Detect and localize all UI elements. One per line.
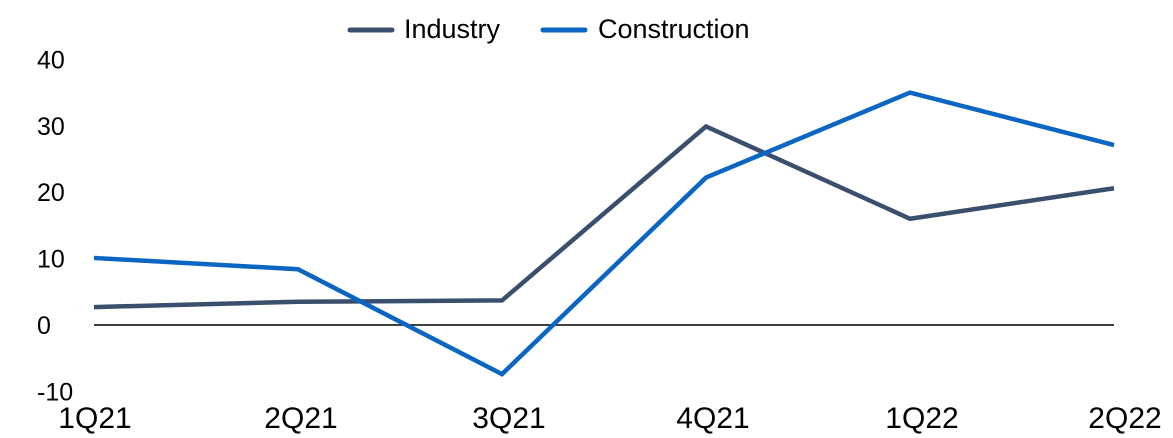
- x-tick-label: 2Q22: [1088, 402, 1161, 435]
- y-tick-label: 10: [37, 246, 65, 274]
- y-tick-label: -10: [37, 378, 73, 406]
- legend-label-industry: Industry: [404, 14, 501, 44]
- y-tick-label: 0: [37, 312, 51, 340]
- x-tick-label: 4Q21: [676, 402, 749, 435]
- x-tick-label: 2Q21: [264, 402, 337, 435]
- x-tick-label: 1Q22: [885, 402, 958, 435]
- legend-label-construction: Construction: [598, 14, 750, 44]
- x-axis-ticks: 1Q21 2Q21 3Q21 4Q21 1Q22 2Q22: [58, 402, 1161, 435]
- x-tick-label: 3Q21: [472, 402, 545, 435]
- legend: Industry Construction: [347, 14, 750, 44]
- series-lines: [93, 90, 1115, 377]
- series-line-industry: [93, 123, 1115, 310]
- y-tick-label: 30: [37, 113, 65, 141]
- series-line-construction: [93, 90, 1115, 377]
- y-tick-label: 20: [37, 179, 65, 207]
- x-tick-label: 1Q21: [58, 402, 131, 435]
- y-axis-ticks: 40 30 20 10 0 -10: [37, 46, 73, 406]
- y-tick-label: 40: [37, 46, 65, 74]
